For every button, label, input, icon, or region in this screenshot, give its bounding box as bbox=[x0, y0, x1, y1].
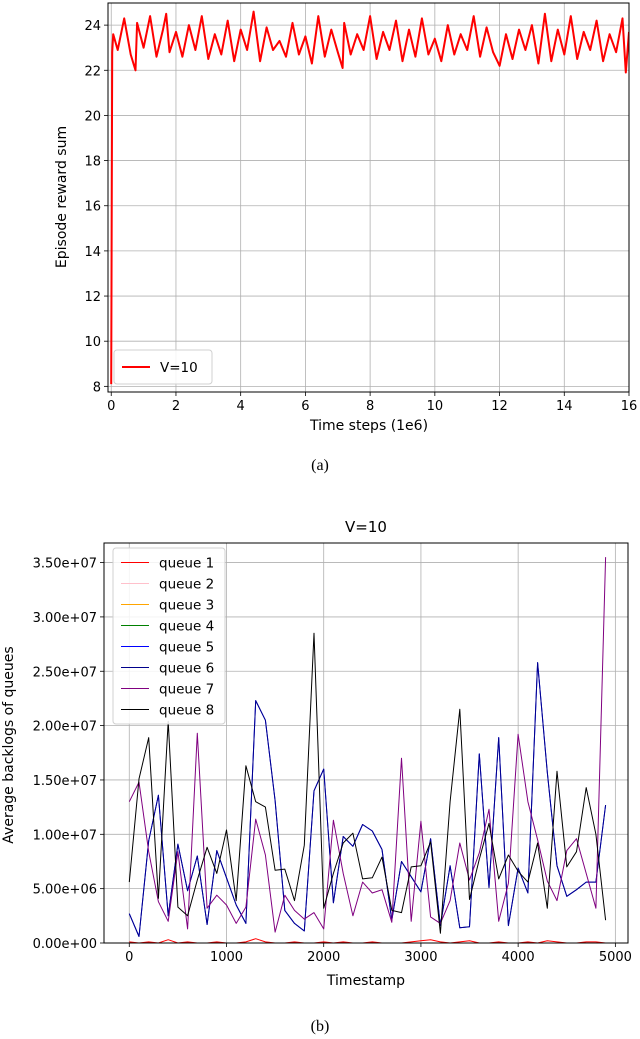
y-tick-label: 16 bbox=[84, 200, 101, 215]
series-line-v-10 bbox=[110, 10, 629, 385]
chart-a-xlabel: Time steps (1e6) bbox=[309, 418, 428, 434]
x-tick-label: 2 bbox=[172, 399, 180, 414]
x-tick-label: 10 bbox=[427, 399, 444, 414]
y-tick-label: 1.00e+07 bbox=[33, 828, 97, 843]
legend-label: queue 8 bbox=[159, 703, 214, 719]
x-tick-label: 8 bbox=[366, 399, 374, 414]
caption-a: (a) bbox=[311, 457, 329, 474]
axes-frame bbox=[103, 542, 629, 944]
legend: V=10 bbox=[113, 349, 213, 385]
y-tick-label: 0.00e+00 bbox=[33, 937, 97, 952]
series-line-queue-8 bbox=[128, 632, 607, 934]
series-line-queue-6 bbox=[128, 662, 607, 937]
y-tick-label: 1.50e+07 bbox=[33, 774, 97, 789]
legend-label: queue 7 bbox=[159, 682, 214, 698]
y-tick-label: 12 bbox=[84, 290, 101, 305]
x-tick-label: 1000 bbox=[210, 950, 243, 965]
chart-a-ylabel: Episode reward sum bbox=[54, 126, 70, 268]
y-tick-label: 2.50e+07 bbox=[33, 665, 97, 680]
y-tick-label: 24 bbox=[84, 19, 101, 34]
chart-b-ylabel: Average backlogs of queues bbox=[1, 646, 17, 843]
legend-label: queue 3 bbox=[159, 598, 214, 614]
x-tick-label: 16 bbox=[621, 399, 638, 414]
series-line-queue-1 bbox=[129, 938, 606, 943]
chart-b-xlabel: Timestamp bbox=[326, 973, 405, 989]
x-tick-label: 0 bbox=[125, 950, 133, 965]
x-tick-label: 4000 bbox=[502, 950, 535, 965]
x-tick-label: 3000 bbox=[404, 950, 437, 965]
x-tick-label: 6 bbox=[301, 399, 309, 414]
y-tick-label: 5.00e+06 bbox=[33, 883, 97, 898]
y-tick-label: 3.50e+07 bbox=[33, 557, 97, 572]
caption-b: (b) bbox=[311, 1018, 330, 1035]
x-tick-label: 14 bbox=[556, 399, 573, 414]
plot-area bbox=[128, 557, 607, 943]
y-tick-label: 8 bbox=[93, 380, 101, 395]
series-line-queue-7 bbox=[128, 557, 607, 933]
x-tick-label: 0 bbox=[107, 399, 115, 414]
axes-frame bbox=[107, 2, 630, 393]
x-tick-label: 2000 bbox=[307, 950, 340, 965]
legend: queue 1 queue 2 queue 3 queue 4 queue 5 queue… bbox=[112, 547, 226, 725]
plot-area bbox=[110, 10, 629, 385]
y-tick-label: 20 bbox=[84, 109, 101, 124]
legend-box bbox=[113, 349, 213, 385]
legend-label: queue 1 bbox=[159, 556, 214, 572]
x-tick-label: 5000 bbox=[599, 950, 632, 965]
y-tick-label: 3.00e+07 bbox=[33, 611, 97, 626]
legend-label: queue 5 bbox=[159, 640, 214, 656]
y-tick-label: 10 bbox=[84, 335, 101, 350]
legend-label: queue 4 bbox=[159, 619, 214, 635]
x-tick-label: 4 bbox=[237, 399, 245, 414]
legend-label: queue 6 bbox=[159, 661, 214, 677]
legend-box bbox=[112, 547, 226, 725]
chart-b-backlogs: 0 1000 2000 3000 4000 5000 0.00e+00 5.00e+06 1.0… bbox=[33, 542, 632, 965]
y-tick-label: 18 bbox=[84, 155, 101, 170]
legend-label: queue 2 bbox=[159, 577, 214, 593]
y-tick-label: 14 bbox=[84, 245, 101, 260]
chart-b-title: V=10 bbox=[345, 518, 387, 536]
legend-label: V=10 bbox=[160, 360, 198, 376]
x-tick-label: 12 bbox=[491, 399, 508, 414]
y-tick-label: 22 bbox=[84, 64, 101, 79]
y-tick-label: 2.00e+07 bbox=[33, 720, 97, 735]
